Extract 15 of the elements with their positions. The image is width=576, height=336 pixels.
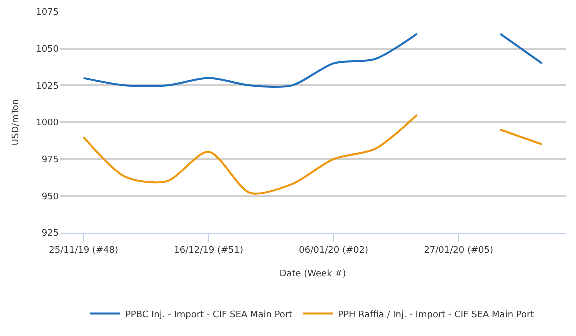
y-tick-label: 1000 [36,118,60,129]
y-tick-label: 1075 [36,8,59,18]
y-tick-label: 975 [42,155,59,166]
y-tick-label: 950 [42,192,60,202]
x-tick-label: 06/01/20 (#02) [299,246,368,256]
x-axis-title: Date (Week #) [280,270,346,280]
legend-label: PPH Raffia / Inj. - Import - CIF SEA Main Port [338,310,535,320]
y-axis-title: USD/mTon [11,99,22,146]
legend-label: PPBC Inj. - Import - CIF SEA Main Port [126,310,294,320]
y-tick-label: 1025 [36,82,59,92]
y-tick-label: 925 [42,229,59,240]
x-tick-label: 25/11/19 (#48) [49,246,118,256]
x-tick-label: 16/12/19 (#51) [174,246,244,256]
x-tick-label: 27/01/20 (#05) [424,246,494,256]
y-tick-label: 1050 [36,44,60,55]
